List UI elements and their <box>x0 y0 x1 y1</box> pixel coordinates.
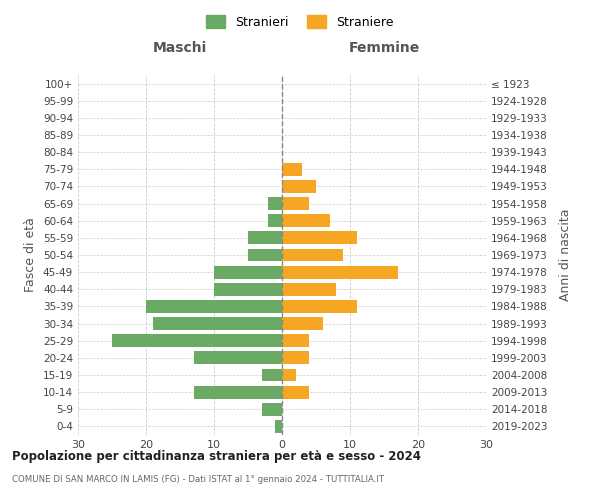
Bar <box>268 197 282 210</box>
Bar <box>282 214 329 227</box>
Bar <box>282 180 316 193</box>
Legend: Stranieri, Straniere: Stranieri, Straniere <box>203 11 397 32</box>
Y-axis label: Anni di nascita: Anni di nascita <box>559 209 572 301</box>
Bar <box>282 386 309 398</box>
Bar <box>282 317 323 330</box>
Bar <box>268 214 282 227</box>
Bar <box>282 300 357 313</box>
Bar <box>112 334 282 347</box>
Y-axis label: Fasce di età: Fasce di età <box>25 218 37 292</box>
Bar <box>153 317 282 330</box>
Bar <box>282 266 398 278</box>
Bar <box>282 352 309 364</box>
Text: Maschi: Maschi <box>153 41 207 55</box>
Bar <box>214 283 282 296</box>
Bar <box>146 300 282 313</box>
Bar <box>248 232 282 244</box>
Text: Popolazione per cittadinanza straniera per età e sesso - 2024: Popolazione per cittadinanza straniera p… <box>12 450 421 463</box>
Bar <box>194 386 282 398</box>
Bar <box>282 248 343 262</box>
Bar <box>282 283 337 296</box>
Text: COMUNE DI SAN MARCO IN LAMIS (FG) - Dati ISTAT al 1° gennaio 2024 - TUTTITALIA.I: COMUNE DI SAN MARCO IN LAMIS (FG) - Dati… <box>12 475 384 484</box>
Bar <box>248 248 282 262</box>
Bar <box>282 197 309 210</box>
Bar <box>282 163 302 175</box>
Bar <box>282 368 296 382</box>
Bar <box>262 403 282 415</box>
Text: Femmine: Femmine <box>349 41 419 55</box>
Bar <box>262 368 282 382</box>
Bar <box>214 266 282 278</box>
Bar <box>282 334 309 347</box>
Bar <box>194 352 282 364</box>
Bar <box>275 420 282 433</box>
Bar <box>282 232 357 244</box>
